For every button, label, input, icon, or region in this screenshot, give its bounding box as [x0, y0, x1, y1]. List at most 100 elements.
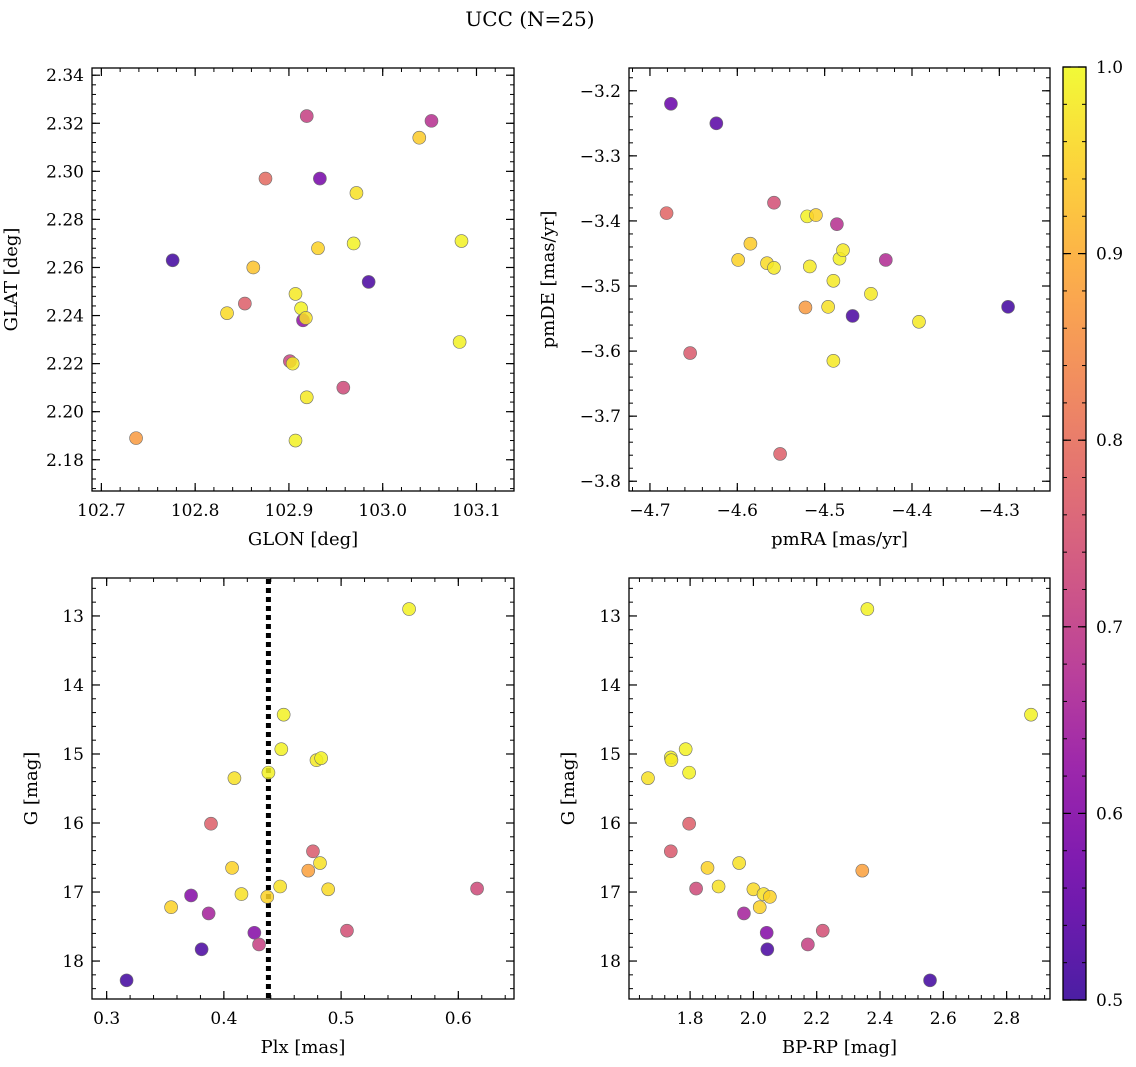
- y-tick-label: 14: [62, 676, 84, 696]
- scatter-point: [743, 236, 758, 251]
- scatter-point: [194, 942, 209, 957]
- scatter-point: [246, 260, 261, 275]
- scatter-point: [682, 816, 696, 831]
- x-tick-label: −4.6: [717, 501, 758, 521]
- scatter-point: [912, 314, 926, 329]
- x-tick-label: −4.7: [629, 501, 670, 521]
- x-tick-label: 1.8: [677, 1009, 704, 1029]
- x-tick-label: 102.7: [77, 501, 126, 521]
- scatter-point: [700, 861, 715, 875]
- scatter-point: [336, 380, 351, 395]
- scatter-point: [711, 879, 726, 894]
- scatter-point: [678, 742, 693, 756]
- x-tick-label: 2.0: [740, 1009, 767, 1029]
- scatter-point: [826, 354, 841, 368]
- scatter-point: [349, 186, 364, 200]
- scatter-point: [709, 116, 724, 131]
- y-tick-label: −3.8: [580, 472, 621, 492]
- y-tick-label: 15: [62, 745, 84, 765]
- scatter-point: [204, 816, 218, 831]
- scatter-point: [773, 447, 787, 461]
- x-tick-label: −4.5: [804, 501, 845, 521]
- scatter-point: [321, 882, 336, 897]
- scatter-point: [826, 274, 841, 288]
- y-tick-label: 2.26: [46, 258, 84, 278]
- scatter-point: [737, 906, 751, 921]
- scatter-point: [815, 923, 830, 938]
- x-tick-label: 0.4: [210, 1009, 237, 1029]
- scatter-point: [803, 259, 817, 274]
- panel-plx-g: 0.3 0.4 0.5 0.6 13 14 15 16 17 18 Plx [mas] G [mag]: [21, 577, 515, 1058]
- colorbar-gradient: [1062, 66, 1087, 1001]
- y-tick-label: 2.24: [46, 307, 84, 327]
- scatter-point: [809, 208, 823, 222]
- scatter-point: [276, 707, 291, 722]
- scatter-point: [641, 771, 655, 785]
- scatter-point: [664, 96, 678, 111]
- scatter-point: [260, 890, 275, 904]
- y-tick-label: −3.2: [580, 82, 621, 102]
- scatter-point: [683, 346, 697, 360]
- y-tick-label: 2.32: [46, 114, 84, 134]
- scatter-point: [247, 925, 262, 940]
- colorbar-tick-label: 0.5: [1096, 991, 1123, 1011]
- scatter-point: [340, 923, 354, 938]
- scatter-point: [801, 937, 815, 952]
- scatter-point: [767, 260, 781, 275]
- scatter-point: [452, 335, 467, 349]
- scatter-point: [261, 765, 276, 780]
- scatter-point: [299, 109, 314, 123]
- y-tick-label: 2.18: [46, 451, 84, 471]
- y-tick-label: 2.28: [46, 210, 84, 230]
- colorbar-tick-label: 0.6: [1096, 804, 1123, 824]
- y-axis-label: G [mag]: [558, 752, 579, 825]
- scatter-point: [225, 861, 239, 875]
- scatter-point: [454, 234, 469, 248]
- y-tick-label: 14: [599, 676, 621, 696]
- x-tick-label: 2.2: [803, 1009, 830, 1029]
- scatter-point: [836, 243, 850, 258]
- y-tick-label: −3.4: [580, 212, 621, 232]
- y-axis-label: G [mag]: [21, 752, 42, 825]
- x-axis-label: BP-RP [mag]: [782, 1037, 897, 1058]
- scatter-point: [798, 300, 813, 315]
- x-axis-label: Plx [mas]: [261, 1037, 346, 1058]
- scatter-point: [314, 751, 328, 765]
- scatter-point: [412, 130, 427, 145]
- x-tick-label: 103.0: [358, 501, 407, 521]
- scatter-point: [274, 742, 289, 756]
- scatter-point: [288, 433, 303, 448]
- y-tick-label: 2.34: [46, 66, 84, 86]
- scatter-point: [164, 900, 178, 915]
- scatter-point: [845, 309, 860, 323]
- scatter-point: [313, 856, 327, 870]
- y-tick-label: 16: [599, 814, 621, 834]
- scatter-point: [855, 863, 870, 878]
- scatter-point: [731, 253, 745, 267]
- scatter-point: [220, 306, 234, 320]
- y-tick-label: 2.20: [46, 403, 84, 423]
- scatter-point: [252, 937, 266, 952]
- scatter-point: [234, 887, 249, 901]
- y-tick-label: 2.30: [46, 162, 84, 182]
- y-tick-label: −3.7: [580, 407, 621, 427]
- scatter-point: [165, 253, 180, 268]
- scatter-point: [682, 765, 696, 780]
- y-tick-label: −3.6: [580, 342, 621, 362]
- axes-frame: [628, 67, 1051, 492]
- y-tick-label: 18: [62, 952, 84, 972]
- scatter-point: [830, 217, 844, 231]
- y-tick-label: 2.22: [46, 355, 84, 375]
- scatter-point: [424, 114, 439, 128]
- scatter-point: [759, 925, 774, 940]
- scatter-point: [732, 856, 746, 870]
- scatter-point: [763, 890, 777, 904]
- scatter-point: [311, 241, 325, 256]
- scatter-point: [301, 863, 316, 878]
- figure-title: UCC (N=25): [465, 7, 594, 31]
- y-tick-label: 18: [599, 952, 621, 972]
- scatter-point: [860, 602, 875, 616]
- scatter-point: [1024, 707, 1038, 722]
- x-tick-label: −4.3: [979, 501, 1020, 521]
